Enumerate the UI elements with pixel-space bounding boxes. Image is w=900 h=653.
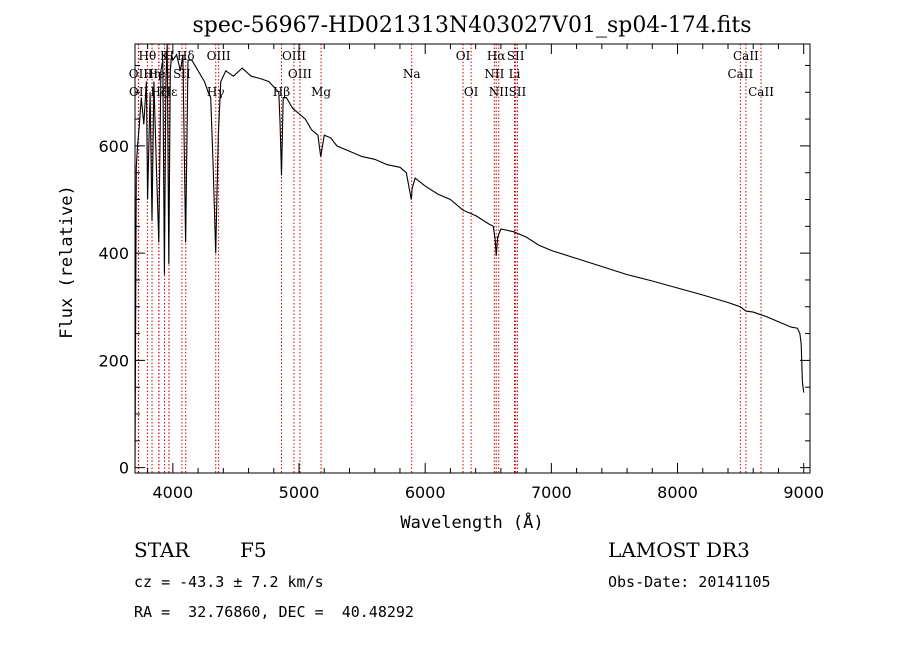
line-label-lines_middle-1: Hη <box>143 67 161 81</box>
line-label-lines_top-8: SII <box>507 49 525 63</box>
line-label-lines_top-1: K <box>160 49 170 63</box>
line-label-lines_bottom-5: Mg <box>311 85 331 99</box>
line-label-lines_bottom-8: SII <box>509 85 527 99</box>
line-label-lines_bottom-4: Hβ <box>273 85 290 99</box>
survey-name: LAMOST DR3 <box>608 538 750 562</box>
line-label-lines_top-0: Hθ <box>139 49 157 63</box>
y-tick-label-400: 400 <box>98 244 129 263</box>
line-label-lines_middle-3: SII <box>173 67 191 81</box>
line-label-lines_top-4: OIII <box>207 49 231 63</box>
observation-date: Obs-Date: 20141105 <box>608 573 771 591</box>
axis-ticks <box>135 44 810 473</box>
line-label-lines_middle-7: Li <box>509 67 521 81</box>
line-label-lines_top-6: OI <box>456 49 471 63</box>
y-tick-label-600: 600 <box>98 137 129 156</box>
line-label-lines_middle-8: CaII <box>727 67 753 81</box>
line-label-lines_bottom-6: OI <box>464 85 479 99</box>
line-label-lines_bottom-2: Hε <box>161 85 178 99</box>
object-type: STAR <box>134 538 190 562</box>
x-tick-label-8000: 8000 <box>657 483 698 502</box>
x-tick-label-7000: 7000 <box>531 483 572 502</box>
plot-frame <box>134 43 811 474</box>
x-tick-label-4000: 4000 <box>152 483 193 502</box>
line-label-lines_bottom-9: CaII <box>748 85 774 99</box>
x-tick-label-9000: 9000 <box>783 483 824 502</box>
coordinates: RA = 32.76860, DEC = 40.48292 <box>134 603 414 621</box>
y-tick-label-200: 200 <box>98 351 129 370</box>
line-label-lines_top-3: Hδ <box>177 49 195 63</box>
line-label-lines_top-7: Hα <box>487 49 506 63</box>
line-label-lines_middle-6: NII <box>484 67 504 81</box>
line-label-lines_bottom-7: NII <box>489 85 509 99</box>
x-tick-label-6000: 6000 <box>405 483 446 502</box>
chart-title: spec-56967-HD021313N403027V01_sp04-174.f… <box>192 13 751 38</box>
spectrum-line <box>134 43 805 468</box>
object-subclass: F5 <box>240 538 267 562</box>
y-tick-label-0: 0 <box>119 459 129 478</box>
x-tick-label-5000: 5000 <box>279 483 320 502</box>
x-axis-label: Wavelength (Å) <box>400 511 543 533</box>
line-label-lines_top-2: H <box>164 49 174 63</box>
y-axis-label: Flux (relative) <box>57 185 77 339</box>
line-label-lines_bottom-3: Hγ <box>207 85 225 99</box>
spectral-line-markers <box>137 44 762 473</box>
line-label-lines_middle-0: OII <box>129 67 149 81</box>
line-label-lines_middle-2: HeI <box>148 67 171 81</box>
line-label-lines_middle-4: OIII <box>288 67 312 81</box>
line-label-lines_middle-5: Na <box>403 67 421 81</box>
line-label-lines_top-9: CaII <box>733 49 759 63</box>
line-label-lines_top-5: OIII <box>282 49 306 63</box>
axis-tick-labels: 4000 5000 6000 7000 8000 9000 0 200 400 600 <box>98 137 824 502</box>
redshift-velocity: cz = -43.3 ± 7.2 km/s <box>134 573 324 591</box>
